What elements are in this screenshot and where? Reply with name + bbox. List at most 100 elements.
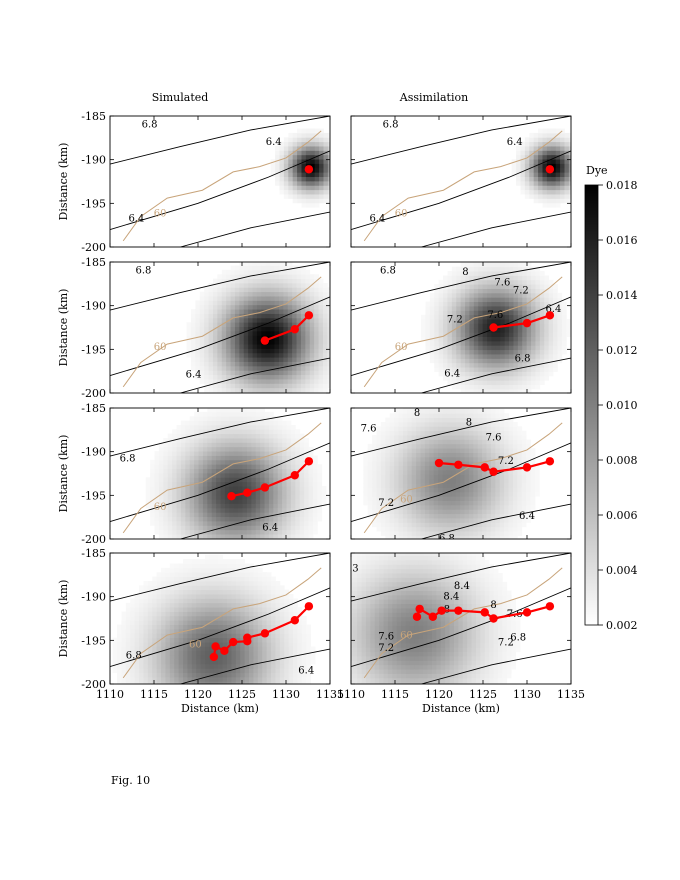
dye-cell: [270, 167, 276, 173]
dye-cell: [336, 305, 341, 310]
dye-cell: [372, 518, 377, 523]
dye-cell: [292, 150, 298, 156]
dye-cell: [332, 353, 337, 358]
dye-cell: [221, 383, 227, 389]
dye-cell: [238, 521, 243, 526]
dye-cell: [305, 352, 311, 358]
dye-cell: [433, 487, 439, 493]
dye-cell: [429, 448, 435, 453]
dye-cell: [363, 496, 369, 501]
dye-cell: [516, 159, 521, 164]
dye-cell: [261, 401, 266, 406]
dye-cell: [451, 323, 457, 329]
dye-cell: [264, 438, 270, 443]
dye-cell: [482, 301, 488, 307]
dye-cell: [513, 375, 519, 381]
dye-cell: [297, 185, 302, 191]
dye-cell: [233, 455, 239, 461]
dye-cell: [473, 354, 479, 359]
dye-cell: [248, 401, 253, 406]
dye-cell: [495, 518, 501, 523]
dye-cell: [194, 529, 199, 535]
dye-cell: [273, 494, 279, 500]
dye-cell: [234, 300, 240, 306]
dye-cell: [287, 296, 293, 301]
dye-cell: [224, 516, 230, 522]
dye-cell: [310, 154, 316, 160]
dye-cell: [487, 262, 492, 268]
dye-cell: [305, 287, 311, 293]
dye-cell: [208, 374, 214, 380]
dye-cell: [242, 516, 248, 522]
dye-cell: [208, 326, 214, 332]
dye-cell: [332, 322, 337, 327]
dye-cell: [314, 287, 319, 293]
dye-cell: [246, 481, 252, 487]
dye-cell: [553, 310, 558, 316]
dye-cell: [425, 306, 431, 311]
dye-cell: [398, 421, 404, 427]
dye-cell: [252, 322, 258, 328]
dye-cell: [238, 529, 243, 535]
dye-cell: [327, 287, 330, 293]
dye-cell: [314, 330, 319, 336]
dye-cell: [300, 387, 306, 393]
dye-cell: [513, 340, 519, 346]
dye-cell: [411, 426, 417, 432]
dye-cell: [268, 455, 274, 461]
dye-cell: [500, 266, 506, 272]
dye-cell: [211, 477, 217, 483]
dye-cell: [520, 176, 526, 182]
dye-cell: [495, 371, 501, 377]
dye-cell: [425, 349, 431, 355]
dye-cell: [204, 335, 209, 341]
dye-cell: [202, 468, 208, 474]
dye-cell: [233, 512, 239, 518]
dye-cell: [185, 420, 191, 426]
dye-cell: [509, 393, 514, 398]
dye-cell: [447, 396, 452, 401]
dye-cell: [282, 499, 287, 504]
dye-cell: [451, 470, 457, 475]
dye-cell: [265, 352, 271, 358]
dye-cell: [221, 387, 227, 393]
dye-cell: [226, 401, 231, 406]
dye-cell: [372, 465, 377, 471]
dye-cell: [460, 319, 466, 324]
dye-cell: [199, 304, 205, 310]
contour-label: 6.8: [120, 453, 136, 464]
dye-cell: [460, 262, 466, 268]
dye-cell: [561, 327, 567, 333]
dye-cell: [229, 547, 234, 552]
dye-cell: [568, 185, 571, 191]
dye-cell: [257, 401, 262, 406]
dye-cell: [399, 544, 404, 549]
dye-cell: [242, 486, 248, 491]
dye-cell: [421, 332, 426, 337]
dye-cell: [268, 521, 274, 526]
dye-cell: [274, 326, 280, 332]
dye-cell: [539, 288, 545, 294]
dye-cell: [305, 361, 311, 367]
dye-cell: [394, 439, 399, 445]
dye-cell: [253, 401, 258, 406]
dye-cell: [251, 521, 257, 526]
dye-cell: [270, 330, 275, 336]
dye-cell: [304, 490, 309, 496]
dye-cell: [424, 487, 430, 493]
dye-cell: [424, 491, 430, 497]
dye-cell: [217, 278, 223, 284]
dye-cell: [464, 487, 470, 493]
dye-cell: [255, 455, 261, 461]
dye-cell: [314, 344, 319, 349]
dye-cell: [455, 456, 461, 462]
dye-cell: [295, 516, 301, 522]
dye-cell: [468, 531, 474, 536]
dye-cell: [509, 301, 514, 307]
dye-cell: [482, 371, 488, 377]
dye-cell: [385, 491, 391, 497]
dye-cell: [434, 345, 440, 351]
dye-cell: [398, 526, 404, 532]
isobath-line: [122, 276, 322, 388]
dye-cell: [385, 465, 391, 471]
